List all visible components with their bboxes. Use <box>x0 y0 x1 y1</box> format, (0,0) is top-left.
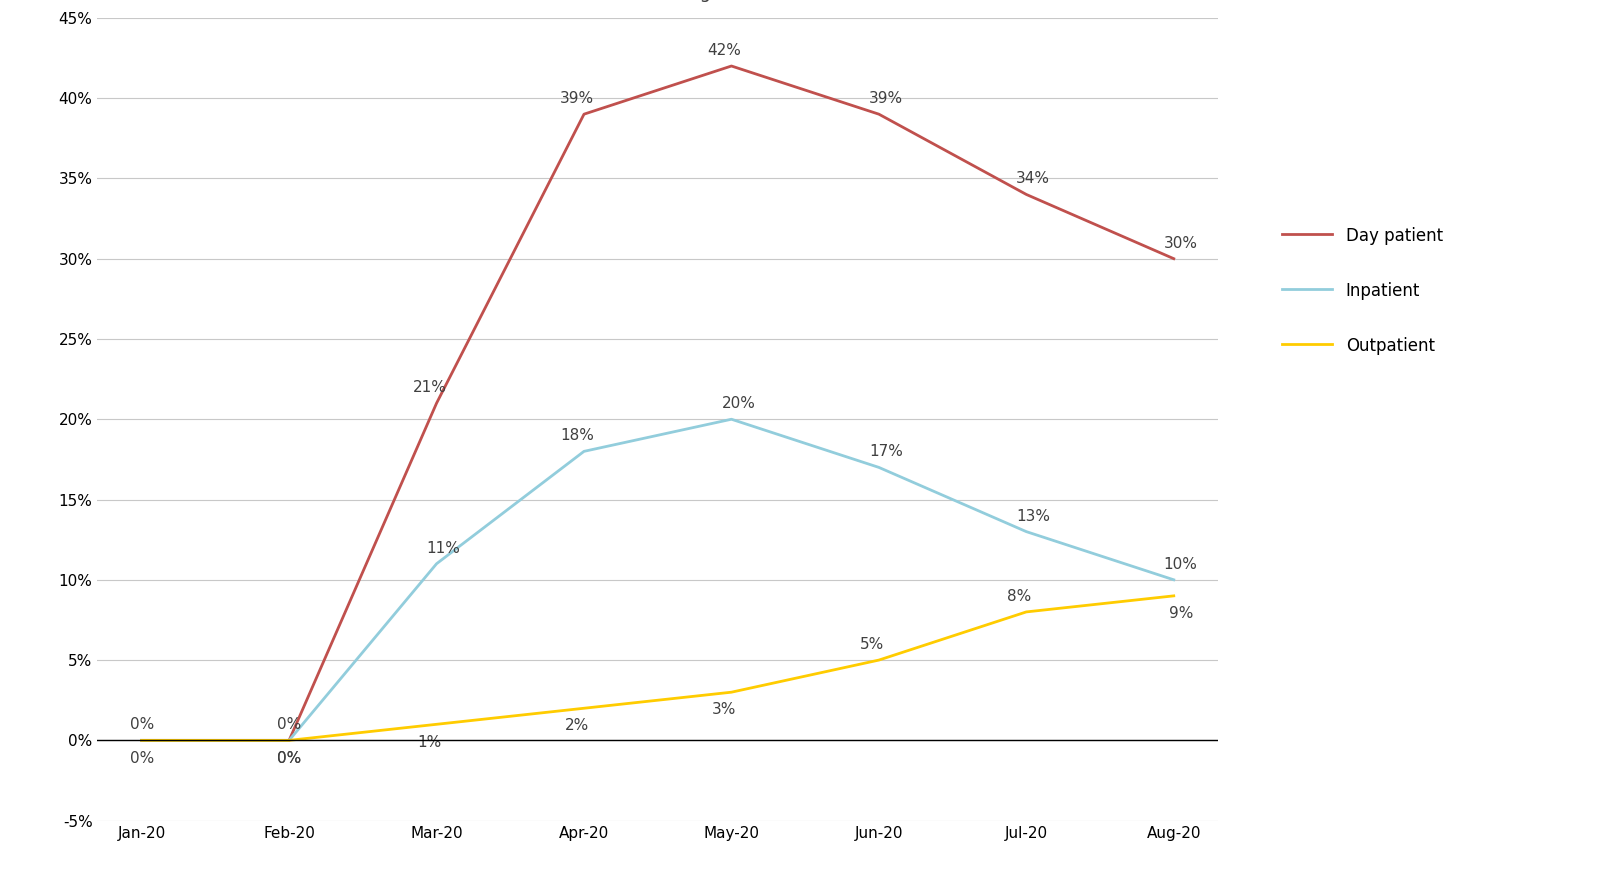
Text: 13%: 13% <box>1016 508 1050 524</box>
Inpatient <box>279 735 299 746</box>
Text: 2%: 2% <box>565 718 589 733</box>
Day patient <box>575 109 594 120</box>
Text: 21%: 21% <box>412 380 446 395</box>
Text: 1%: 1% <box>417 734 441 749</box>
Outpatient <box>279 735 299 746</box>
Inpatient <box>868 462 888 473</box>
Line: Outpatient: Outpatient <box>141 596 1173 740</box>
Day patient <box>721 61 740 71</box>
Text: 8%: 8% <box>1006 589 1031 604</box>
Inpatient <box>575 446 594 457</box>
Inpatient <box>131 735 151 746</box>
Day patient <box>1164 253 1183 264</box>
Text: 0%: 0% <box>278 750 300 765</box>
Day patient <box>427 398 446 409</box>
Text: 39%: 39% <box>868 91 902 106</box>
Inpatient <box>1164 574 1183 585</box>
Title: % Increase in Waiting Numbers: % Increase in Waiting Numbers <box>516 0 799 3</box>
Text: 0%: 0% <box>130 750 154 765</box>
Text: 18%: 18% <box>560 428 594 443</box>
Text: 5%: 5% <box>859 637 883 652</box>
Text: 3%: 3% <box>712 702 737 717</box>
Day patient <box>279 735 299 746</box>
Outpatient <box>1164 591 1183 601</box>
Outpatient <box>575 703 594 714</box>
Text: 0%: 0% <box>130 717 154 732</box>
Outpatient <box>721 687 740 698</box>
Text: 9%: 9% <box>1169 606 1193 621</box>
Line: Inpatient: Inpatient <box>141 419 1173 740</box>
Text: 11%: 11% <box>427 541 461 556</box>
Legend: Day patient, Inpatient, Outpatient: Day patient, Inpatient, Outpatient <box>1282 227 1441 355</box>
Outpatient <box>131 735 151 746</box>
Text: 39%: 39% <box>560 91 594 106</box>
Outpatient <box>1016 607 1035 617</box>
Day patient <box>1016 189 1035 200</box>
Text: 10%: 10% <box>1164 557 1196 572</box>
Inpatient <box>721 414 740 425</box>
Inpatient <box>427 558 446 569</box>
Text: 0%: 0% <box>278 717 300 732</box>
Inpatient <box>1016 526 1035 537</box>
Text: 20%: 20% <box>721 396 755 411</box>
Text: 17%: 17% <box>868 444 902 459</box>
Text: 0%: 0% <box>278 750 300 765</box>
Line: Day patient: Day patient <box>141 66 1173 740</box>
Outpatient <box>868 655 888 665</box>
Text: 42%: 42% <box>708 43 742 58</box>
Text: 34%: 34% <box>1016 171 1050 186</box>
Day patient <box>131 735 151 746</box>
Outpatient <box>427 719 446 730</box>
Day patient <box>868 109 888 120</box>
Text: 30%: 30% <box>1164 235 1198 251</box>
